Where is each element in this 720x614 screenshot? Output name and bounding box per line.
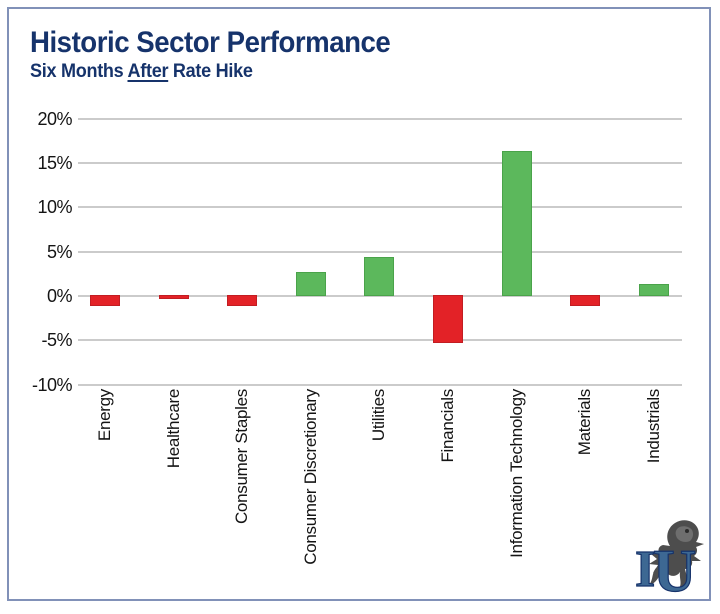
bar-utilities bbox=[364, 257, 395, 296]
y-axis-tick-label: -5% bbox=[41, 330, 72, 351]
y-axis-tick-label: -10% bbox=[31, 374, 73, 395]
bar-energy bbox=[90, 295, 120, 306]
chart-subtitle: Six Months After Rate Hike bbox=[30, 61, 253, 83]
subtitle-emphasis: After bbox=[127, 61, 169, 82]
y-axis-tick-label: 0% bbox=[46, 286, 73, 306]
y-axis-tick-label: 20% bbox=[37, 108, 72, 129]
iu-logo-graphic: I U bbox=[634, 520, 704, 605]
logo-letters: I U bbox=[634, 537, 697, 604]
gargoyle-icon bbox=[648, 520, 704, 590]
gridline bbox=[78, 250, 682, 253]
bar-consumer-discretionary bbox=[295, 272, 326, 296]
x-axis-label: Financials bbox=[438, 389, 457, 463]
x-axis-label: Consumer Staples bbox=[232, 389, 252, 525]
gridline bbox=[78, 117, 682, 120]
y-axis-tick-label: 15% bbox=[37, 153, 72, 174]
bar-industrials bbox=[638, 284, 669, 296]
x-axis-label: Materials bbox=[575, 389, 595, 456]
y-axis-tick-label: 5% bbox=[46, 241, 73, 262]
gridline bbox=[78, 162, 682, 165]
gridline bbox=[78, 339, 682, 342]
x-axis-label: Consumer Discretionary bbox=[300, 389, 320, 565]
svg-text:I: I bbox=[635, 541, 655, 598]
subtitle-suffix: Rate Hike bbox=[168, 61, 253, 82]
iu-logo: I U bbox=[634, 516, 708, 605]
page-title: Historic Sector Performance bbox=[30, 26, 391, 59]
gridline bbox=[78, 383, 682, 386]
bar-financials bbox=[433, 295, 463, 343]
subtitle-prefix: Six Months bbox=[30, 61, 128, 82]
bar-materials bbox=[570, 295, 601, 306]
x-axis-label: Industrials bbox=[643, 389, 663, 464]
gridline bbox=[78, 206, 682, 209]
gridline bbox=[78, 295, 682, 297]
x-axis-label: Utilities bbox=[369, 389, 389, 442]
y-axis-tick-label: 10% bbox=[37, 197, 72, 218]
x-axis-label: Healthcare bbox=[163, 389, 183, 469]
bar-information-technology bbox=[501, 150, 532, 296]
x-axis-label: Information Technology bbox=[506, 389, 526, 558]
svg-text:U: U bbox=[653, 538, 696, 598]
bar-consumer-staples bbox=[227, 295, 258, 306]
x-axis-label: Energy bbox=[95, 389, 114, 442]
bar-healthcare bbox=[158, 295, 189, 299]
